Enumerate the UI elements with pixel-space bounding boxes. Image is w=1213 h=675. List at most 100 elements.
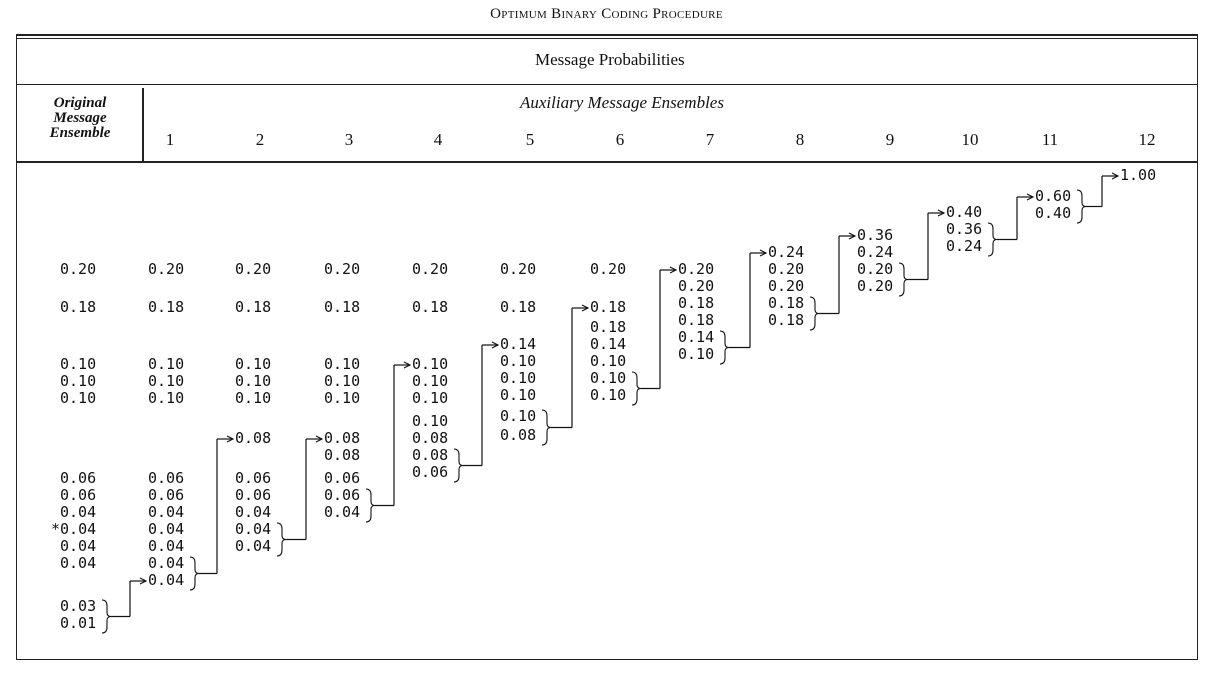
probability-value: 0.20 bbox=[148, 260, 185, 278]
arrow-head bbox=[139, 577, 148, 585]
probability-value: 0.18 bbox=[500, 298, 537, 316]
probability-value: 0.10 bbox=[678, 345, 715, 363]
probability-value: 0.10 bbox=[590, 386, 627, 404]
column-number: 11 bbox=[1041, 130, 1059, 149]
combine-brace bbox=[1076, 189, 1087, 224]
probability-value: 0.20 bbox=[324, 260, 361, 278]
probability-value: 0.24 bbox=[946, 237, 983, 255]
arrow-head bbox=[848, 232, 857, 240]
column-number: 6 bbox=[615, 130, 625, 149]
probability-value: 0.18 bbox=[60, 298, 97, 316]
probability-value: 0.20 bbox=[768, 260, 805, 278]
probability-value: 0.18 bbox=[768, 311, 805, 329]
probability-value: 0.18 bbox=[590, 298, 627, 316]
probability-value: 0.08 bbox=[412, 429, 449, 447]
arrow-head bbox=[226, 435, 235, 443]
top-rule-2 bbox=[16, 38, 1197, 40]
probability-value: 0.08 bbox=[412, 446, 449, 464]
header-bottom-rule bbox=[16, 161, 1197, 163]
probability-value: 0.10 bbox=[60, 355, 97, 373]
probability-value: 0.10 bbox=[500, 386, 537, 404]
probability-value: 0.20 bbox=[412, 260, 449, 278]
probability-value: 0.10 bbox=[412, 355, 449, 373]
column-number: 7 bbox=[705, 130, 715, 149]
probability-value: 0.20 bbox=[235, 260, 272, 278]
probability-value: 0.08 bbox=[324, 446, 361, 464]
probability-value: 0.06 bbox=[235, 469, 272, 487]
probabilities-rule bbox=[16, 84, 1197, 85]
column-number: 2 bbox=[255, 130, 265, 149]
probability-value: 0.36 bbox=[946, 220, 983, 238]
combine-brace bbox=[365, 488, 376, 523]
probability-value: 0.10 bbox=[590, 369, 627, 387]
probability-value: 0.04 bbox=[235, 537, 272, 555]
combine-brace bbox=[453, 448, 464, 483]
probability-value: 0.14 bbox=[678, 328, 715, 346]
combine-brace bbox=[987, 222, 998, 257]
probability-value: 0.04 bbox=[60, 554, 97, 572]
combine-brace bbox=[541, 409, 552, 446]
probability-value: 1.00 bbox=[1120, 166, 1157, 184]
combine-brace bbox=[898, 262, 909, 297]
probability-value: 0.20 bbox=[678, 277, 715, 295]
probability-value: 0.10 bbox=[500, 407, 537, 425]
probability-value: 0.10 bbox=[235, 372, 272, 390]
message-probabilities-header: Message Probabilities bbox=[535, 50, 685, 69]
probability-value: 0.20 bbox=[857, 260, 894, 278]
probability-value: 0.06 bbox=[324, 486, 361, 504]
probability-value: 0.10 bbox=[590, 352, 627, 370]
probability-value: 0.03 bbox=[60, 597, 97, 615]
column-number: 9 bbox=[885, 130, 895, 149]
probability-value: 0.06 bbox=[148, 486, 185, 504]
probability-value: 0.20 bbox=[857, 277, 894, 295]
column-number: 5 bbox=[525, 130, 535, 149]
probability-value: 0.04 bbox=[324, 503, 361, 521]
column-number: 10 bbox=[961, 130, 979, 149]
combine-brace bbox=[189, 556, 200, 591]
probability-value: 0.04 bbox=[148, 503, 185, 521]
column-number: 12 bbox=[1138, 130, 1156, 149]
probability-value: 0.04 bbox=[148, 554, 185, 572]
probability-value: 0.10 bbox=[235, 355, 272, 373]
probability-value: 0.36 bbox=[857, 226, 894, 244]
probability-value: 0.04 bbox=[60, 503, 97, 521]
arrow-head bbox=[937, 209, 946, 217]
column-number: 1 bbox=[165, 130, 175, 149]
top-rule bbox=[16, 34, 1197, 36]
combine-brace bbox=[276, 522, 287, 557]
probability-value: 0.18 bbox=[412, 298, 449, 316]
probability-value: 0.10 bbox=[412, 372, 449, 390]
probability-value: 0.10 bbox=[148, 355, 185, 373]
probability-value: 0.20 bbox=[678, 260, 715, 278]
probability-value: 0.18 bbox=[678, 294, 715, 312]
probability-value: 0.10 bbox=[412, 389, 449, 407]
original-column-divider bbox=[142, 88, 144, 162]
probability-value: 0.04 bbox=[148, 571, 185, 589]
arrow-head bbox=[1026, 193, 1035, 201]
column-number: 8 bbox=[795, 130, 805, 149]
table-frame bbox=[16, 34, 1198, 660]
probability-value: 0.04 bbox=[148, 537, 185, 555]
probability-value: 0.04 bbox=[235, 503, 272, 521]
combine-brace bbox=[719, 330, 730, 365]
probability-value: 0.18 bbox=[148, 298, 185, 316]
probability-value: 0.06 bbox=[60, 486, 97, 504]
probability-value: 0.20 bbox=[590, 260, 627, 278]
combine-brace bbox=[631, 371, 642, 406]
probability-value: 0.08 bbox=[235, 429, 272, 447]
probability-value: 0.10 bbox=[412, 412, 449, 430]
probability-value: 0.10 bbox=[500, 352, 537, 370]
probability-value: 0.06 bbox=[324, 469, 361, 487]
original-header-line-1: Original bbox=[53, 95, 107, 111]
probability-value: 0.60 bbox=[1035, 187, 1072, 205]
probability-value: 0.04 bbox=[148, 520, 185, 538]
column-number: 4 bbox=[433, 130, 443, 149]
probability-value: 0.06 bbox=[148, 469, 185, 487]
combine-brace bbox=[809, 296, 820, 331]
probability-value: 0.18 bbox=[590, 318, 627, 336]
probability-value: 0.08 bbox=[324, 429, 361, 447]
arrow-head bbox=[669, 266, 678, 274]
probability-value: 0.04 bbox=[60, 537, 97, 555]
auxiliary-ensembles-header: Auxiliary Message Ensembles bbox=[520, 93, 724, 112]
